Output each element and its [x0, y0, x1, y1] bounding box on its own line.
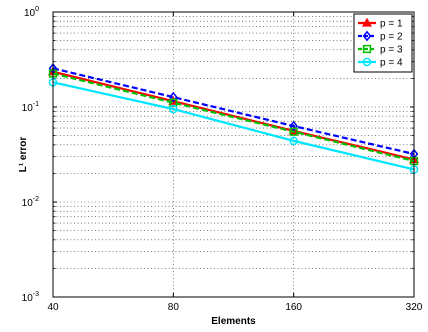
series-layer [47, 62, 420, 174]
y-tick-label: 10-1 [22, 101, 39, 114]
x-tick-label: 80 [168, 302, 180, 313]
y-axis-label: L¹ error [18, 137, 29, 173]
series-line [52, 81, 415, 171]
data-point [362, 30, 372, 42]
y-tick-label: 100 [24, 6, 39, 19]
data-point [362, 44, 372, 54]
data-point [289, 127, 298, 136]
legend-label: p = 3 [380, 45, 403, 56]
data-point [289, 120, 298, 132]
legend-label: p = 4 [380, 58, 403, 69]
data-point [289, 136, 298, 146]
data-point [361, 17, 373, 27]
plot-frame [52, 11, 415, 298]
data-point [169, 104, 178, 114]
legend-label: p = 2 [380, 32, 403, 43]
x-tick-label: 160 [285, 302, 302, 313]
grid [53, 12, 414, 297]
data-point [362, 57, 372, 67]
x-tick-label: 320 [406, 302, 423, 313]
y-tick-label: 10-2 [22, 196, 39, 209]
series-4 [48, 77, 419, 174]
data-point [169, 91, 178, 103]
x-tick-label: 40 [47, 302, 59, 313]
legend-label: p = 1 [380, 19, 403, 30]
series-line [52, 72, 415, 163]
x-axis-label: Elements [211, 316, 256, 327]
legend: p = 1 p = 2 p = 3 p = 4 [353, 13, 413, 73]
series-line [52, 67, 415, 156]
y-tick-label: 10-3 [22, 291, 39, 304]
